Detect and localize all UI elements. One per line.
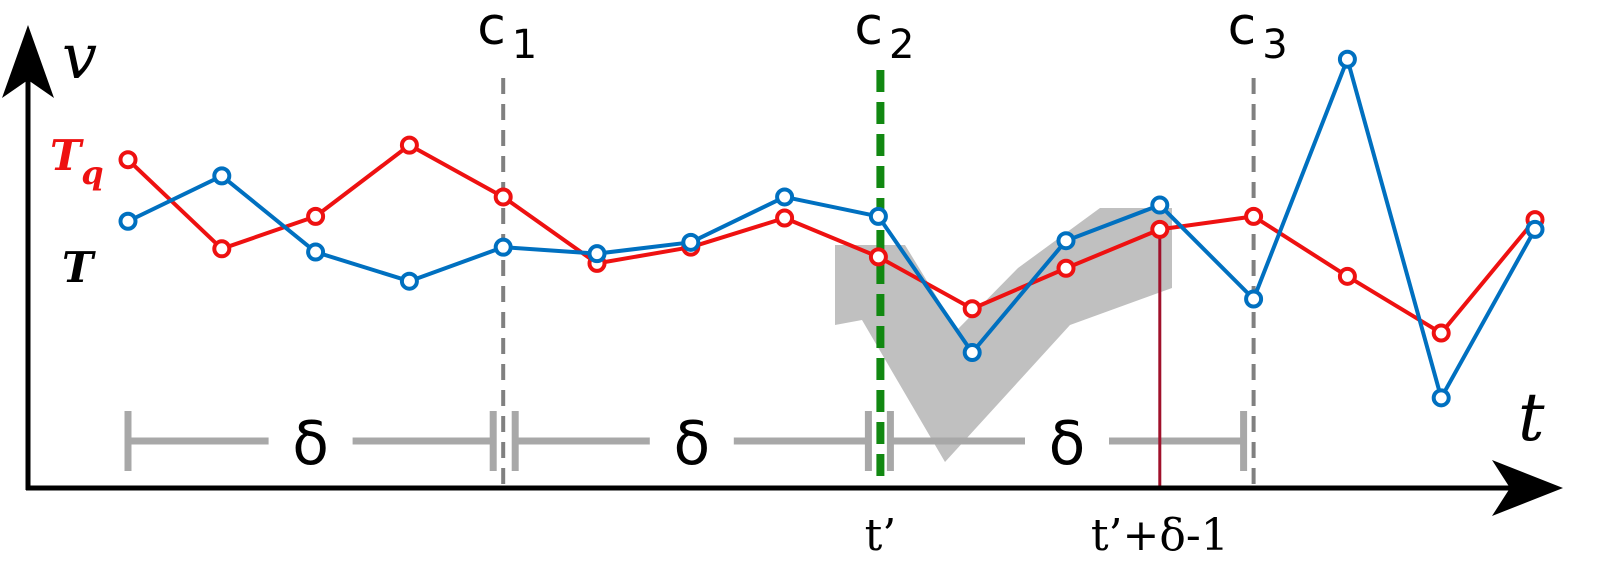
series-t — [118, 49, 1545, 408]
x-axis-arrowhead — [1492, 460, 1563, 516]
cutpoint-label-sub: 3 — [1262, 22, 1287, 68]
cutpoint-label-main: c — [854, 0, 883, 57]
window-bracket: δ — [124, 409, 497, 479]
series-label-t: T — [62, 243, 96, 292]
match-region — [835, 208, 1172, 462]
series-label-tq-main: T — [50, 131, 84, 180]
series-tq — [118, 135, 1545, 343]
marker-labels: t’ t’+δ-1 — [865, 510, 1229, 561]
series-point — [1150, 219, 1170, 239]
series-point — [681, 232, 701, 252]
series-point — [493, 187, 513, 207]
window-bracket: δ — [511, 409, 872, 479]
cutpoint-label-main: c — [477, 0, 506, 57]
series-point — [1525, 219, 1545, 239]
x-axis-label: t — [1518, 379, 1545, 456]
series-label-tq-sub: q — [81, 154, 103, 192]
match-region-shape — [835, 208, 1172, 462]
series-point — [212, 239, 232, 259]
series-point — [1431, 323, 1451, 343]
series-line — [126, 143, 1537, 336]
series-point — [1150, 195, 1170, 215]
cutpoint-label-sub: 1 — [512, 22, 537, 68]
cutpoint-label-main: c — [1228, 0, 1257, 57]
series-point — [212, 166, 232, 186]
series-point — [1244, 206, 1264, 226]
series-point — [118, 150, 138, 170]
series-point — [1431, 388, 1451, 408]
series-point — [306, 242, 326, 262]
series-point — [775, 187, 795, 207]
window-label: δ — [1049, 409, 1086, 479]
series-point — [868, 247, 888, 267]
series-point — [306, 206, 326, 226]
window-bracket: δ — [886, 409, 1248, 479]
series-point — [587, 244, 607, 264]
series-point — [399, 271, 419, 291]
series-point — [118, 211, 138, 231]
window-label: δ — [673, 409, 710, 479]
series-point — [962, 299, 982, 319]
marker-label: t’+δ-1 — [1091, 510, 1229, 561]
series-line — [127, 57, 1537, 400]
series-point — [962, 342, 982, 362]
series-point — [868, 206, 888, 226]
marker-label: t’ — [865, 510, 897, 561]
series-label-tq: Tq — [50, 131, 104, 192]
series-point — [1337, 266, 1357, 286]
series-point — [1337, 49, 1357, 69]
axes: v t — [2, 20, 1563, 516]
y-axis-arrowhead — [2, 25, 54, 98]
series-legend: Tq T — [50, 131, 104, 292]
cutpoint-label-sub: 2 — [889, 22, 914, 68]
series-point — [1244, 289, 1264, 309]
series-point — [775, 208, 795, 228]
series-point — [1056, 258, 1076, 278]
series-group — [118, 49, 1545, 408]
series-point — [399, 135, 419, 155]
y-axis-label: v — [62, 20, 97, 93]
series-point — [493, 237, 513, 257]
series-point — [1056, 231, 1076, 251]
cutpoint-lines — [501, 70, 1256, 488]
window-label: δ — [292, 409, 329, 479]
